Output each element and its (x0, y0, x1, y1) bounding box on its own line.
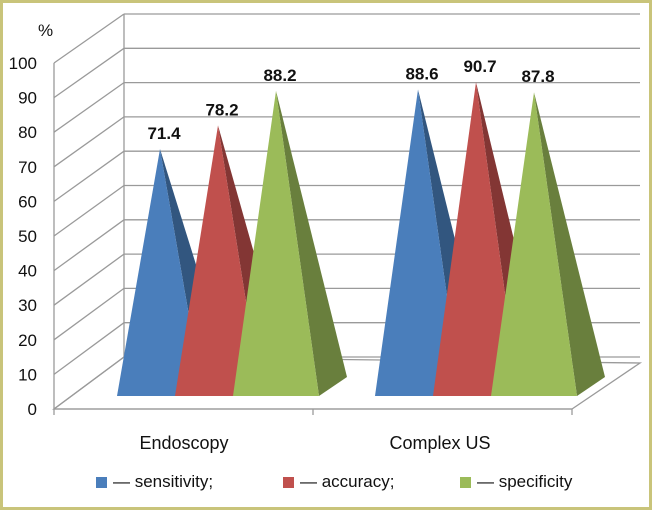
y-tick-label: 70 (18, 158, 37, 177)
y-tick-label: 40 (18, 262, 37, 281)
data-label: 90.7 (463, 57, 496, 76)
legend-item-accuracy: — accuracy; (283, 472, 394, 492)
y-tick-label: 80 (18, 123, 37, 142)
legend-label-specificity: — specificity (477, 472, 573, 491)
pyramid-sensitivity-0 (117, 148, 203, 396)
side-gridline-80 (53, 82, 125, 133)
legend-item-specificity: — specificity (460, 472, 572, 492)
data-label: 87.8 (521, 67, 554, 86)
pyramid-sensitivity-1 (375, 89, 461, 396)
y-tick-label: 50 (18, 227, 37, 246)
side-gridline-40 (53, 219, 125, 272)
data-label: 78.2 (205, 100, 238, 119)
pyramid-specificity-0 (233, 90, 319, 396)
y-tick-label: 60 (18, 192, 37, 211)
legend-swatch-sensitivity (96, 476, 107, 488)
side-gridline-60 (53, 150, 125, 202)
y-tick-label: 90 (18, 89, 37, 108)
category-label: Complex US (389, 433, 490, 453)
data-label: 71.4 (147, 124, 181, 143)
side-gridline-100 (53, 13, 125, 64)
side-gridline-30 (53, 253, 125, 306)
data-label: 88.6 (405, 64, 438, 83)
pyramid-specificity-1 (491, 92, 577, 396)
side-gridline-10 (53, 322, 125, 375)
pyramid-accuracy-0 (175, 125, 261, 396)
y-axis-unit-label: % (38, 21, 53, 40)
side-gridline-70 (53, 116, 125, 168)
pyramid-side-specificity-1 (534, 92, 605, 396)
y-tick-label: 30 (18, 296, 37, 315)
legend: — sensitivity; — accuracy; — specificity (0, 472, 652, 498)
side-gridline-50 (53, 184, 125, 237)
y-tick-label: 20 (18, 331, 37, 350)
category-label: Endoscopy (139, 433, 228, 453)
y-tick-label: 0 (28, 400, 37, 419)
y-tick-label: 100 (9, 54, 37, 73)
pyramid-chart: 0 10 20 30 40 50 60 70 80 90 100% Endoscopy Complex … (9, 13, 643, 453)
legend-item-sensitivity: — sensitivity; (96, 472, 213, 492)
pyramid-side-specificity-0 (276, 90, 347, 396)
side-gridline-20 (53, 287, 125, 341)
y-tick-label: 10 (18, 365, 37, 384)
side-gridline-90 (53, 47, 125, 99)
legend-label-accuracy: — accuracy; (300, 472, 395, 491)
legend-swatch-specificity (460, 476, 471, 488)
legend-swatch-accuracy (283, 476, 294, 488)
legend-label-sensitivity: — sensitivity; (113, 472, 214, 491)
pyramid-accuracy-1 (433, 82, 519, 396)
data-label: 88.2 (263, 66, 296, 85)
